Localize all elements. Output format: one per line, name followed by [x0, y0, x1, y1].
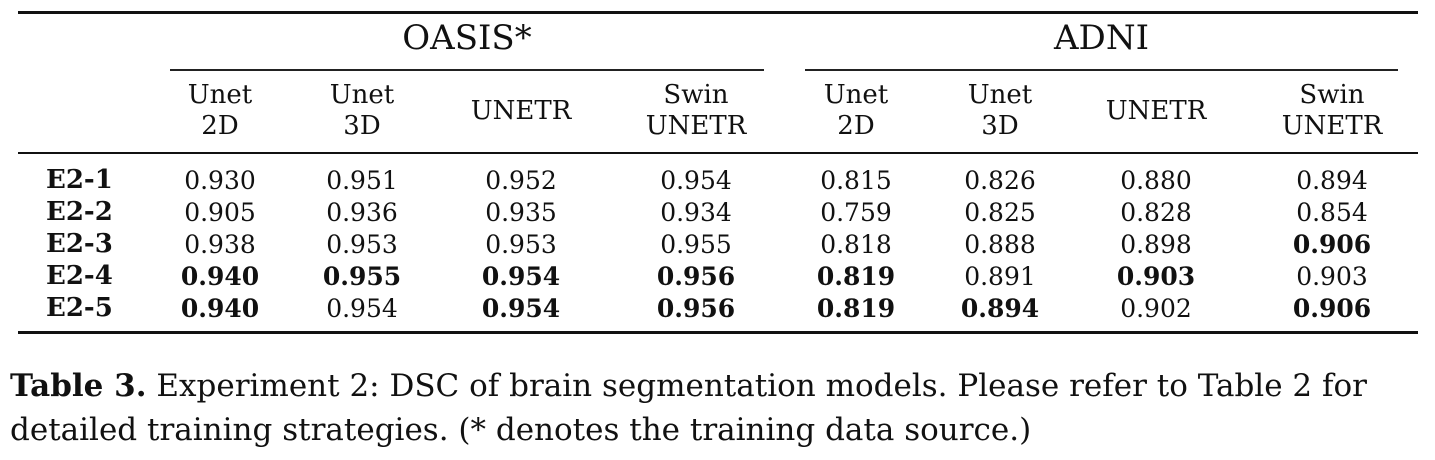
- table-cell: 0.955: [660, 230, 732, 259]
- column-header-line1: UNETR: [1105, 96, 1207, 126]
- table-cell: 0.815: [820, 166, 892, 195]
- column-header: Swin UNETR: [1257, 80, 1407, 142]
- table-cell: 0.818: [820, 230, 892, 259]
- table-cell: 0.819: [816, 262, 896, 291]
- caption-label: Table 3.: [10, 368, 147, 404]
- column-header-line2: UNETR: [645, 111, 747, 141]
- column-header-line1: Unet: [823, 80, 889, 110]
- table-cell: 0.825: [964, 198, 1036, 227]
- bottom-rule: [18, 331, 1418, 334]
- column-header-line1: Unet: [967, 80, 1033, 110]
- table-cell: 0.954: [481, 294, 561, 323]
- table-cell: 0.894: [1296, 166, 1368, 195]
- table-cell: 0.894: [960, 294, 1040, 323]
- column-header-line2: 2D: [837, 111, 875, 141]
- table-cell: 0.898: [1120, 230, 1192, 259]
- column-header: UNETR: [1081, 96, 1231, 127]
- table-cell: 0.956: [656, 294, 736, 323]
- table-cell: 0.935: [485, 198, 557, 227]
- table-cell: 0.888: [964, 230, 1036, 259]
- column-header-line2: 2D: [201, 111, 239, 141]
- column-header-line1: Swin: [663, 80, 729, 110]
- row-label: E2-4: [46, 261, 113, 291]
- row-label: E2-1: [46, 165, 113, 195]
- table-cell: 0.938: [184, 230, 256, 259]
- row-label: E2-5: [46, 293, 113, 323]
- table-cell: 0.906: [1292, 294, 1372, 323]
- table-cell: 0.940: [180, 294, 260, 323]
- row-label: E2-2: [46, 197, 113, 227]
- column-header: UNETR: [446, 96, 596, 127]
- table-cell: 0.954: [660, 166, 732, 195]
- table-cell: 0.934: [660, 198, 732, 227]
- table-cell: 0.891: [964, 262, 1036, 291]
- column-header: Swin UNETR: [621, 80, 771, 142]
- table-cell: 0.819: [816, 294, 896, 323]
- caption-text: Experiment 2: DSC of brain segmentation …: [10, 368, 1367, 448]
- column-header-line1: Unet: [187, 80, 253, 110]
- table-cell: 0.955: [322, 262, 402, 291]
- table-cell: 0.759: [820, 198, 892, 227]
- table-cell: 0.954: [326, 294, 398, 323]
- column-header-line1: Unet: [329, 80, 395, 110]
- group-header-oasis: OASIS*: [402, 18, 532, 58]
- column-header-line1: UNETR: [470, 96, 572, 126]
- table-cell: 0.952: [485, 166, 557, 195]
- table-cell: 0.905: [184, 198, 256, 227]
- table-cell: 0.903: [1116, 262, 1196, 291]
- table-cell: 0.953: [326, 230, 398, 259]
- header-rule: [18, 152, 1418, 154]
- column-header-line2: 3D: [981, 111, 1019, 141]
- table-caption: Table 3. Experiment 2: DSC of brain segm…: [10, 364, 1430, 452]
- column-header-line1: Swin: [1299, 80, 1365, 110]
- table-cell: 0.902: [1120, 294, 1192, 323]
- top-rule: [18, 11, 1418, 14]
- group-header-adni: ADNI: [1054, 18, 1149, 58]
- column-header-line2: 3D: [343, 111, 381, 141]
- table-cell: 0.954: [481, 262, 561, 291]
- table-cell: 0.854: [1296, 198, 1368, 227]
- table-cell: 0.930: [184, 166, 256, 195]
- table-cell: 0.828: [1120, 198, 1192, 227]
- column-header-line2: UNETR: [1281, 111, 1383, 141]
- table-cell: 0.906: [1292, 230, 1372, 259]
- column-header: Unet 3D: [287, 80, 437, 142]
- table-cell: 0.956: [656, 262, 736, 291]
- row-label: E2-3: [46, 229, 113, 259]
- table-cell: 0.903: [1296, 262, 1368, 291]
- table-cell: 0.936: [326, 198, 398, 227]
- table-cell: 0.826: [964, 166, 1036, 195]
- oasis-underline: [170, 69, 764, 71]
- table-cell: 0.953: [485, 230, 557, 259]
- table-cell: 0.880: [1120, 166, 1192, 195]
- table-cell: 0.951: [326, 166, 398, 195]
- column-header: Unet 3D: [925, 80, 1075, 142]
- table-cell: 0.940: [180, 262, 260, 291]
- adni-underline: [805, 69, 1398, 71]
- column-header: Unet 2D: [145, 80, 295, 142]
- column-header: Unet 2D: [781, 80, 931, 142]
